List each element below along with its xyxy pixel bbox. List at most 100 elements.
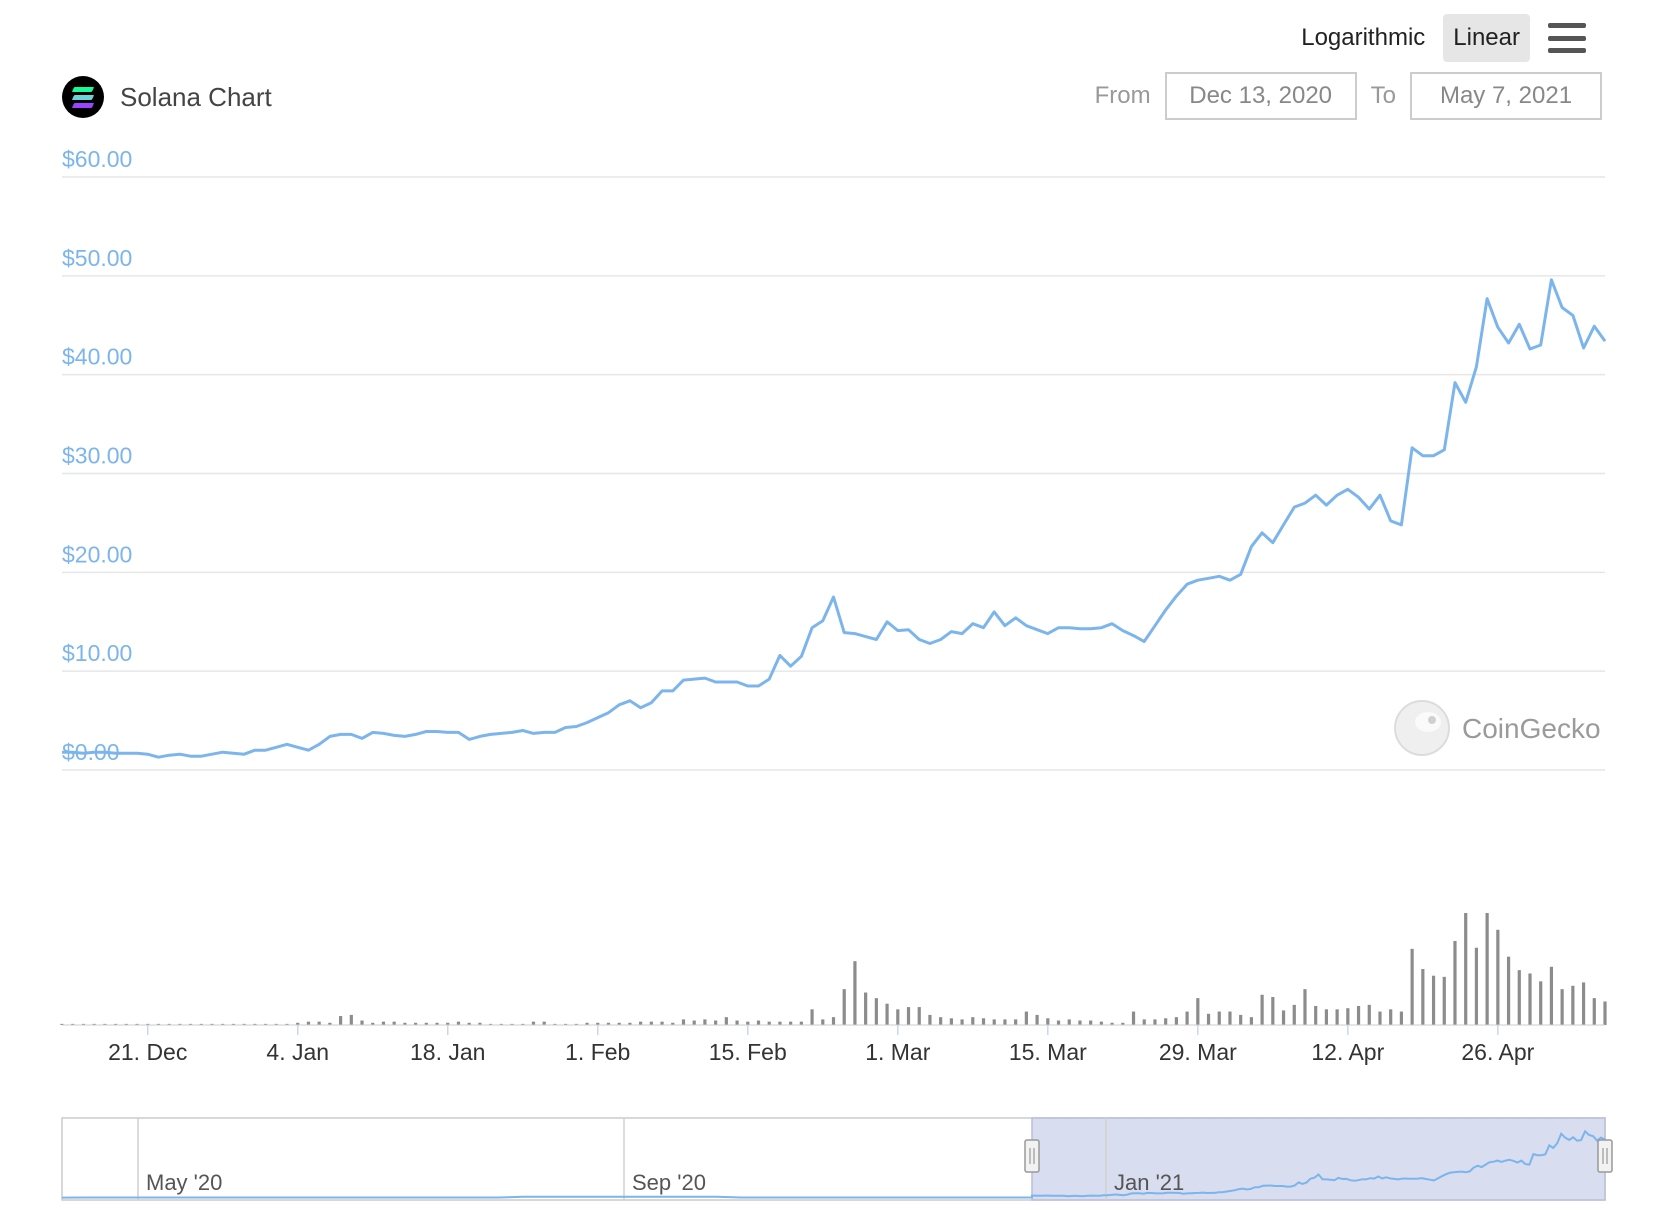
volume-bar <box>1078 1020 1082 1025</box>
volume-bar <box>1217 1011 1221 1025</box>
volume-bar <box>928 1014 932 1025</box>
volume-bar <box>1003 1019 1007 1025</box>
volume-bar <box>639 1021 643 1025</box>
volume-bar <box>681 1019 686 1025</box>
volume-bar <box>381 1021 386 1025</box>
volume-bar <box>553 1023 557 1025</box>
volume-bar <box>1517 970 1521 1025</box>
from-date-input[interactable]: Dec 13, 2020 <box>1164 72 1357 120</box>
volume-bar <box>531 1021 536 1025</box>
volume-bar <box>81 1023 86 1025</box>
chart-title: Solana Chart <box>120 81 272 112</box>
volume-bar <box>1164 1018 1168 1025</box>
volume-bar <box>296 1022 300 1025</box>
volume-bar <box>1399 1011 1404 1025</box>
volume-bars <box>60 913 1607 1025</box>
volume-bar <box>242 1023 246 1025</box>
volume-bar <box>1431 975 1436 1025</box>
volume-bar <box>1496 929 1500 1025</box>
volume-bar <box>1206 1013 1211 1025</box>
volume-bar <box>1356 1005 1361 1025</box>
volume-bar <box>1367 1004 1371 1025</box>
linear-button[interactable]: Linear <box>1443 14 1530 62</box>
volume-bar <box>1581 982 1586 1025</box>
navigator[interactable]: May '20 Sep '20 Jan '21 <box>61 1117 1613 1201</box>
x-tick-label: 26. Apr <box>1461 1039 1534 1065</box>
volume-bar <box>1303 989 1307 1025</box>
volume-bar <box>596 1022 600 1025</box>
volume-bar <box>338 1016 343 1025</box>
volume-bar <box>799 1021 803 1025</box>
volume-bar <box>853 961 857 1025</box>
volume-bar <box>971 1017 975 1025</box>
volume-bar <box>896 1009 900 1025</box>
volume-bar <box>92 1023 96 1025</box>
volume-bar <box>274 1023 278 1025</box>
volume-bar <box>692 1020 696 1025</box>
volume-bar <box>671 1022 675 1025</box>
volume-bar <box>489 1023 493 1025</box>
volume-bar <box>949 1018 953 1025</box>
volume-bar <box>1539 981 1543 1025</box>
to-date-input[interactable]: May 7, 2021 <box>1410 72 1602 120</box>
volume-bar <box>735 1020 739 1025</box>
volume-bar <box>1249 1017 1253 1025</box>
volume-bar <box>864 992 868 1025</box>
volume-bar <box>831 1017 836 1025</box>
volume-bar <box>746 1021 750 1025</box>
volume-bar <box>167 1023 171 1025</box>
hamburger-menu-icon[interactable] <box>1548 23 1586 53</box>
volume-bar <box>60 1023 64 1025</box>
volume-bar <box>188 1023 193 1025</box>
volume-bar <box>617 1022 621 1025</box>
volume-bar <box>703 1019 707 1025</box>
volume-bar <box>981 1018 986 1025</box>
navigator-right-handle[interactable] <box>1597 1139 1613 1173</box>
volume-bar <box>446 1022 450 1025</box>
navigator-left-handle[interactable] <box>1024 1139 1040 1173</box>
volume-bar <box>1271 997 1275 1025</box>
logarithmic-button[interactable]: Logarithmic <box>1301 24 1426 51</box>
y-tick-label: $40.00 <box>62 344 132 370</box>
volume-bar <box>435 1022 439 1025</box>
volume-bar <box>210 1023 214 1025</box>
volume-bar <box>821 1019 825 1025</box>
volume-bar <box>1228 1011 1232 1025</box>
volume-bar <box>1014 1019 1018 1025</box>
volume-bar <box>1121 1022 1125 1025</box>
volume-bar <box>146 1023 150 1025</box>
volume-bar <box>1153 1019 1157 1025</box>
volume-bar <box>306 1021 311 1025</box>
volume-bar <box>906 1007 911 1025</box>
volume-bar <box>1024 1011 1028 1025</box>
volume-bar <box>1464 913 1468 1025</box>
volume-bar <box>1442 976 1446 1025</box>
volume-bar <box>874 998 878 1025</box>
volume-bar <box>360 1020 364 1025</box>
price-series-line <box>62 278 1607 759</box>
volume-bar <box>649 1021 653 1025</box>
x-tick-label: 21. Dec <box>108 1039 187 1065</box>
x-tick-label: 4. Jan <box>266 1039 329 1065</box>
volume-bar <box>1506 956 1511 1025</box>
volume-bar <box>960 1019 964 1025</box>
volume-bar <box>1603 1001 1607 1025</box>
volume-bar <box>392 1021 396 1025</box>
coingecko-text: CoinGecko <box>1462 713 1601 744</box>
volume-bar <box>231 1023 236 1025</box>
volume-bar <box>1528 973 1532 1025</box>
volume-bar <box>371 1022 375 1025</box>
volume-bar <box>1046 1018 1050 1025</box>
volume-bar <box>1239 1014 1243 1025</box>
x-tick-label: 15. Feb <box>709 1039 787 1065</box>
volume-bar <box>1421 969 1425 1025</box>
volume-bar <box>1099 1021 1103 1025</box>
x-tick-label: 1. Mar <box>865 1039 931 1065</box>
date-range: From Dec 13, 2020 To May 7, 2021 <box>1095 72 1602 120</box>
volume-bar <box>328 1022 332 1025</box>
volume-bar <box>1142 1019 1146 1025</box>
scale-toolbar: Logarithmic Linear <box>1291 14 1586 62</box>
x-axis: 21. Dec 4. Jan 18. Jan 1. Feb 15. Feb 1. Mar 1… <box>108 1025 1535 1065</box>
y-axis-labels: $0.00$10.00$20.00$30.00$40.00$50.00$60.0… <box>62 146 132 765</box>
volume-bar <box>585 1022 589 1025</box>
